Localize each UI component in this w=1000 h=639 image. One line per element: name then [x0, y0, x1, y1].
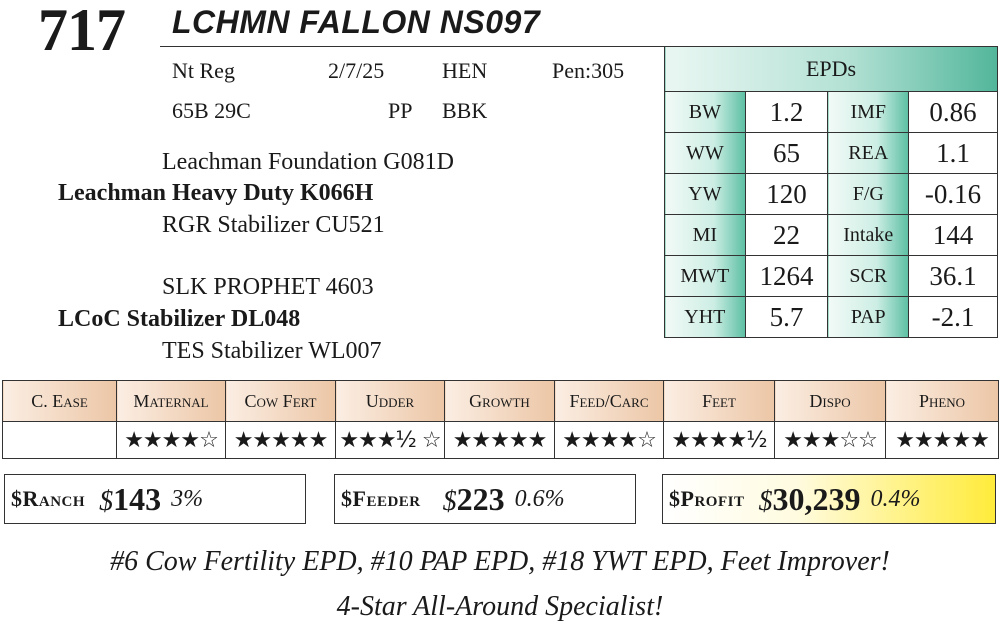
- epd-label: MWT: [664, 255, 746, 297]
- rating-header-dispo: Dispo: [774, 380, 886, 422]
- breeder-code: HEN: [442, 58, 488, 83]
- epd-value: 22: [744, 214, 829, 256]
- star-rating-calving-ease: [2, 421, 117, 459]
- ratings-stars-row: ★★★★☆ ★★★★★ ★★★½ ☆ ★★★★★ ★★★★☆ ★★★★½ ★★★…: [2, 421, 999, 459]
- star-rating-feet: ★★★★½: [663, 421, 775, 459]
- epd-label: MI: [664, 214, 746, 256]
- dam-dam: TES Stabilizer WL007: [162, 338, 382, 364]
- epd-row: MI 22 Intake 144: [664, 214, 998, 256]
- epd-value: 1.2: [744, 91, 829, 133]
- star-rating-growth: ★★★★★: [444, 421, 555, 459]
- star-rating-udder: ★★★½ ☆: [335, 421, 445, 459]
- feeder-index-box: $Feeder $223 0.6%: [334, 474, 636, 524]
- epd-value: -0.16: [908, 173, 998, 215]
- birth-date: 2/7/25: [328, 58, 385, 83]
- epd-label: PAP: [827, 296, 910, 338]
- rating-header-maternal: Maternal: [116, 380, 226, 422]
- epd-value: 5.7: [744, 296, 829, 338]
- sire-dam: RGR Stabilizer CU521: [162, 212, 385, 238]
- highlight-line-1: #6 Cow Fertility EPD, #10 PAP EPD, #18 Y…: [110, 546, 890, 577]
- epd-label: YW: [664, 173, 746, 215]
- epd-value: 120: [744, 173, 829, 215]
- epd-label: SCR: [827, 255, 910, 297]
- lot-number: 717: [38, 0, 126, 63]
- profit-index-label: $Profit: [669, 486, 745, 511]
- color-code: BBK: [442, 98, 488, 123]
- registration-type: Nt Reg: [172, 58, 235, 83]
- highlight-line-2: 4-Star All-Around Specialist!: [336, 591, 664, 622]
- rating-header-feet: Feet: [663, 380, 775, 422]
- star-rating-dispo: ★★★☆☆: [774, 421, 886, 459]
- epd-value: 65: [744, 132, 829, 174]
- epd-value: 36.1: [908, 255, 998, 297]
- tag-ids: 65B 29C: [172, 98, 251, 123]
- profit-index-percentile: 0.4%: [870, 485, 921, 512]
- epd-value: 144: [908, 214, 998, 256]
- pen-number: Pen:305: [552, 58, 625, 83]
- ratings-header-row: C. Ease Maternal Cow Fert Udder Growth F…: [2, 380, 999, 422]
- epd-row: YHT 5.7 PAP -2.1: [664, 296, 998, 338]
- ranch-index-percentile: 3%: [171, 485, 204, 512]
- feeder-index-value: $223: [442, 480, 505, 517]
- epd-value: 1264: [744, 255, 829, 297]
- profit-index-box: $Profit $30,239 0.4%: [662, 474, 996, 524]
- epd-row: YW 120 F/G -0.16: [664, 173, 998, 215]
- epd-row: WW 65 REA 1.1: [664, 132, 998, 174]
- animal-name: LCHMN FALLON NS097: [172, 4, 541, 40]
- rating-header-calving-ease: C. Ease: [2, 380, 117, 422]
- rating-header-feed-carc: Feed/Carc: [554, 380, 664, 422]
- epd-value: 0.86: [908, 91, 998, 133]
- dam-sire: SLK PROPHET 4603: [162, 274, 374, 300]
- epd-value: 1.1: [908, 132, 998, 174]
- profit-index-value: $30,239: [758, 480, 861, 517]
- epd-table-title: EPDs: [664, 46, 998, 92]
- sire: Leachman Heavy Duty K066H: [58, 180, 374, 206]
- trait-ratings-table: C. Ease Maternal Cow Fert Udder Growth F…: [2, 380, 999, 459]
- ranch-index-value: $143: [99, 480, 162, 517]
- epd-label: Intake: [827, 214, 910, 256]
- epd-row: BW 1.2 IMF 0.86: [664, 91, 998, 133]
- rating-header-growth: Growth: [444, 380, 555, 422]
- epd-value: -2.1: [908, 296, 998, 338]
- epd-label: YHT: [664, 296, 746, 338]
- star-rating-cow-fert: ★★★★★: [225, 421, 336, 459]
- star-rating-pheno: ★★★★★: [885, 421, 999, 459]
- rating-header-udder: Udder: [335, 380, 445, 422]
- star-rating-feed-carc: ★★★★☆: [554, 421, 664, 459]
- epd-table: EPDs BW 1.2 IMF 0.86 WW 65 REA 1.1 YW 12…: [664, 46, 998, 338]
- rating-header-pheno: Pheno: [885, 380, 999, 422]
- rating-header-cow-fert: Cow Fert: [225, 380, 336, 422]
- polled-status: PP: [388, 98, 413, 123]
- dam: LCoC Stabilizer DL048: [58, 306, 301, 332]
- ranch-index-label: $Ranch: [11, 486, 86, 511]
- epd-label: BW: [664, 91, 746, 133]
- header-divider: [160, 46, 664, 47]
- feeder-index-percentile: 0.6%: [514, 485, 565, 512]
- epd-row: MWT 1264 SCR 36.1: [664, 255, 998, 297]
- epd-label: IMF: [827, 91, 910, 133]
- epd-label: REA: [827, 132, 910, 174]
- sire-sire: Leachman Foundation G081D: [162, 149, 454, 175]
- feeder-index-label: $Feeder: [341, 486, 421, 511]
- epd-label: F/G: [827, 173, 910, 215]
- star-rating-maternal: ★★★★☆: [116, 421, 226, 459]
- epd-label: WW: [664, 132, 746, 174]
- ranch-index-box: $Ranch $143 3%: [4, 474, 306, 524]
